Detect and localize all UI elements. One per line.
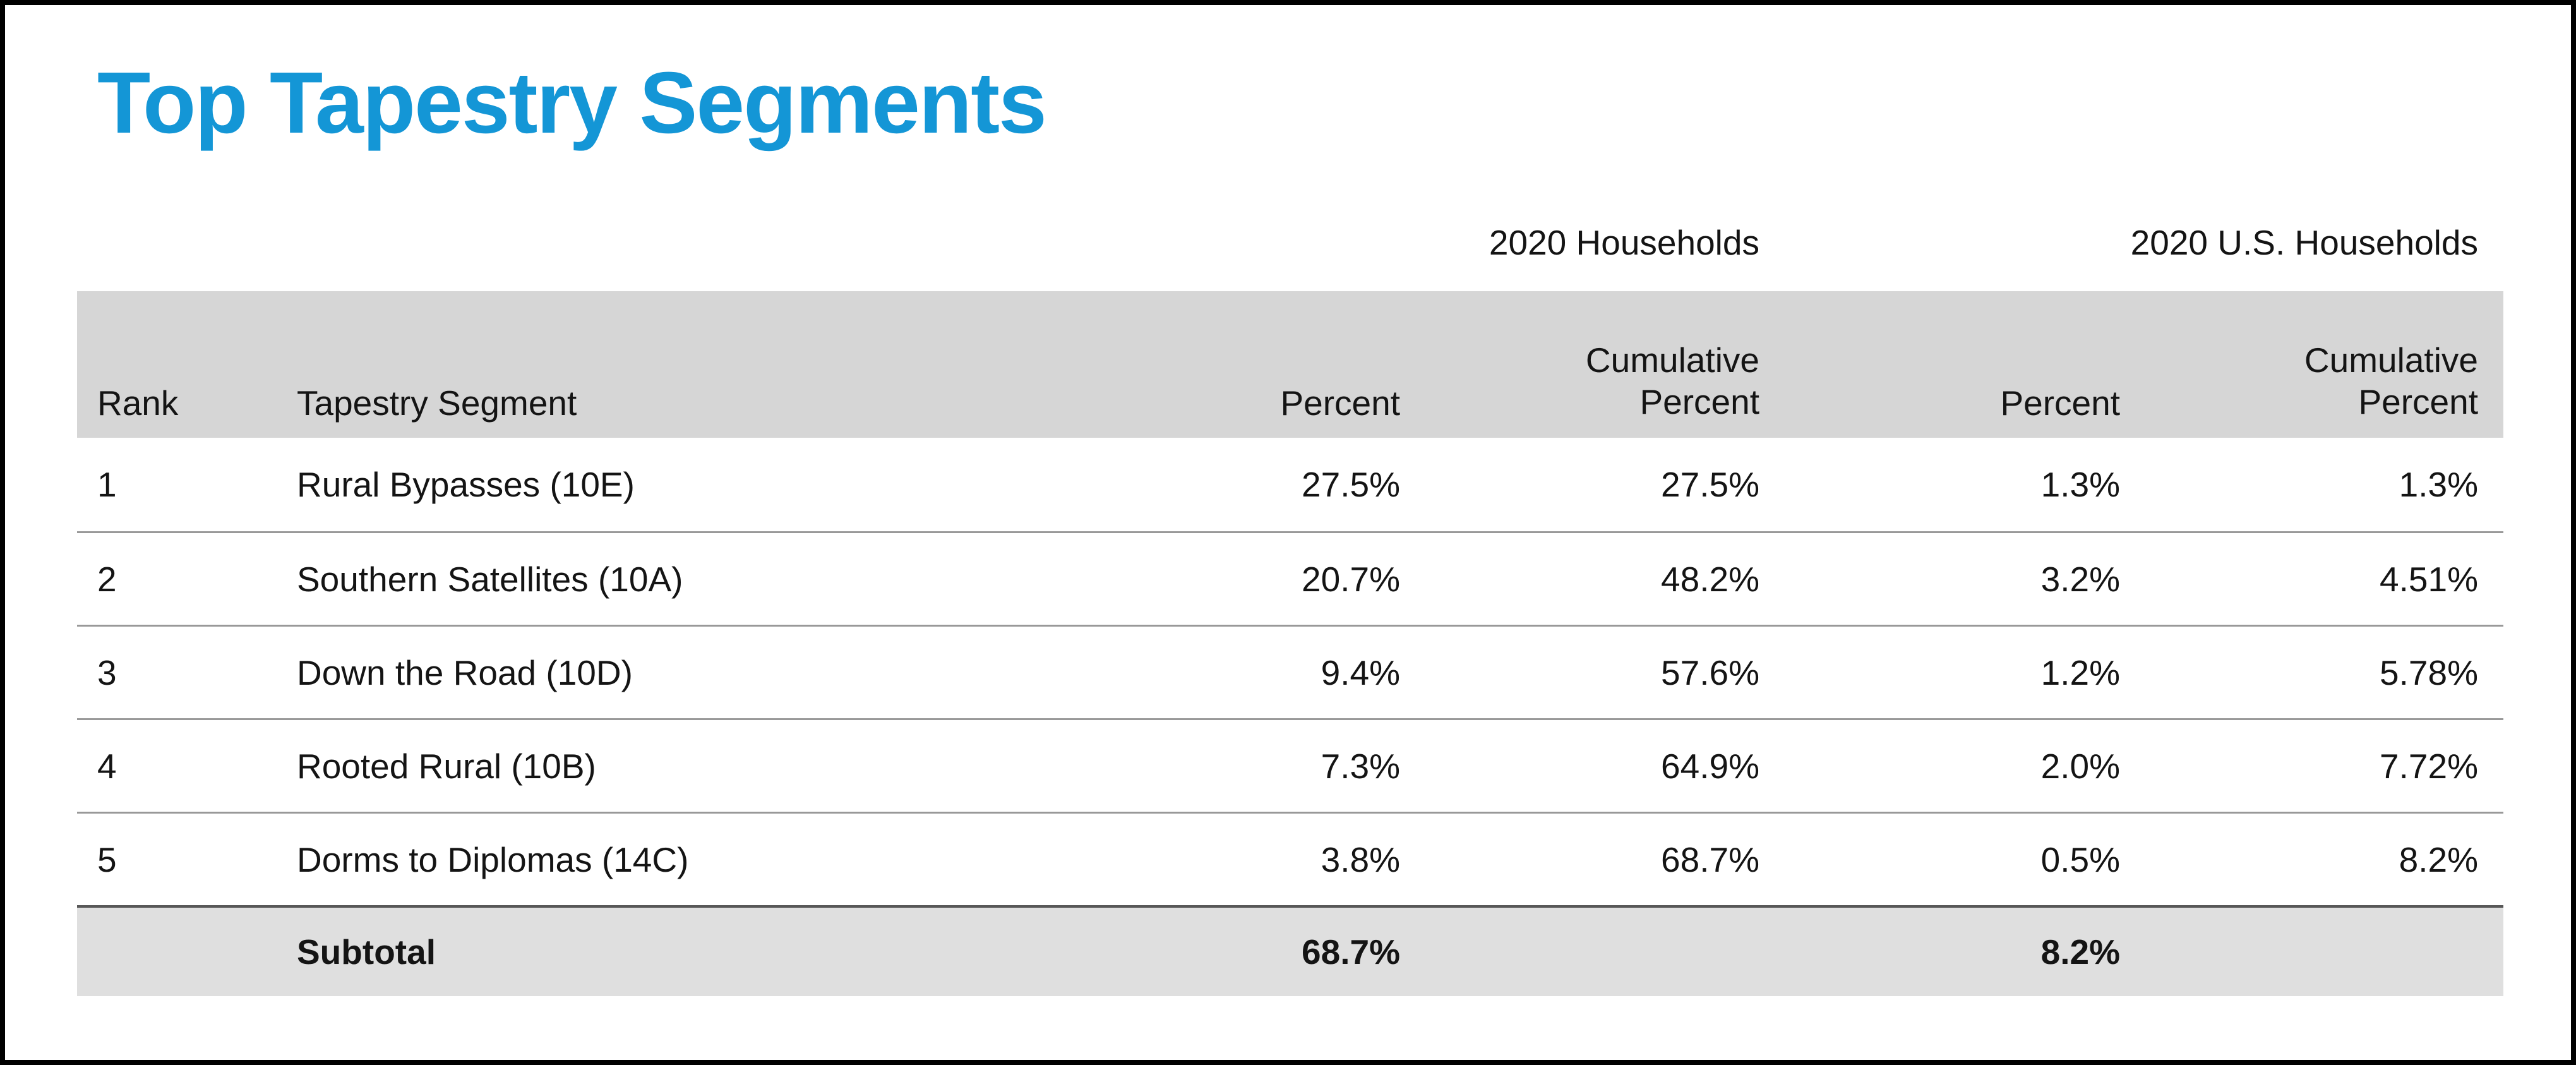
cumulative-label-line2: Percent <box>2358 382 2478 421</box>
value-cell-hh-cumulative: 27.5% <box>1661 465 1759 504</box>
value-cell-hh-percent: 20.7% <box>1302 559 1400 599</box>
cumulative-label-line2: Percent <box>1639 382 1759 421</box>
segment-cell: Rooted Rural (10B) <box>297 746 596 786</box>
rank-cell: 1 <box>97 465 117 504</box>
subtotal-row: Subtotal 68.7% 8.2% <box>77 905 2503 996</box>
page-title: Top Tapestry Segments <box>97 54 1047 152</box>
value-cell-us-percent: 2.0% <box>2040 746 2120 786</box>
value-cell-hh-percent: 7.3% <box>1321 746 1400 786</box>
column-header-row: Rank Tapestry Segment Percent Cumulative… <box>77 291 2503 438</box>
column-header-cumulative-percent-households: Cumulative Percent <box>1425 339 1785 423</box>
subtotal-label: Subtotal <box>297 932 436 972</box>
segment-cell: Southern Satellites (10A) <box>297 559 683 599</box>
value-cell-hh-cumulative: 48.2% <box>1661 559 1759 599</box>
segment-cell: Rural Bypasses (10E) <box>297 465 635 504</box>
table-row: 5 Dorms to Diplomas (14C) 3.8% 68.7% 0.5… <box>77 812 2503 905</box>
data-table: 2020 Households 2020 U.S. Households Ran… <box>77 210 2503 996</box>
value-cell-hh-percent: 27.5% <box>1302 465 1400 504</box>
cumulative-label-line1: Cumulative <box>2304 340 2478 380</box>
value-cell-hh-cumulative: 64.9% <box>1661 746 1759 786</box>
column-header-cumulative-percent-us: Cumulative Percent <box>2145 339 2503 423</box>
value-cell-hh-cumulative: 68.7% <box>1661 839 1759 879</box>
value-cell-hh-cumulative: 57.6% <box>1661 653 1759 692</box>
value-cell-us-cumulative: 1.3% <box>2399 465 2478 504</box>
segment-cell: Dorms to Diplomas (14C) <box>297 839 689 879</box>
table-row: 3 Down the Road (10D) 9.4% 57.6% 1.2% 5.… <box>77 625 2503 718</box>
rank-cell: 2 <box>97 559 117 599</box>
rank-cell: 5 <box>97 839 117 879</box>
cumulative-label-line1: Cumulative <box>1585 340 1759 380</box>
group-header-us-households: 2020 U.S. Households <box>2130 223 2478 262</box>
table-row: 4 Rooted Rural (10B) 7.3% 64.9% 2.0% 7.7… <box>77 718 2503 812</box>
value-cell-us-percent: 1.2% <box>2040 653 2120 692</box>
value-cell-us-percent: 0.5% <box>2040 839 2120 879</box>
group-header-households: 2020 Households <box>1489 223 1759 262</box>
value-cell-hh-percent: 3.8% <box>1321 839 1400 879</box>
value-cell-us-cumulative: 7.72% <box>2380 746 2478 786</box>
table-row: 2 Southern Satellites (10A) 20.7% 48.2% … <box>77 531 2503 625</box>
value-cell-us-percent: 1.3% <box>2040 465 2120 504</box>
value-cell-us-cumulative: 5.78% <box>2380 653 2478 692</box>
table-row: 1 Rural Bypasses (10E) 27.5% 27.5% 1.3% … <box>77 438 2503 531</box>
rank-cell: 4 <box>97 746 117 786</box>
subtotal-value-households: 68.7% <box>1302 932 1400 972</box>
column-header-percent-households: Percent <box>1280 383 1400 423</box>
group-header-row: 2020 Households 2020 U.S. Households <box>77 210 2503 291</box>
subtotal-value-us: 8.2% <box>2040 932 2120 972</box>
value-cell-us-percent: 3.2% <box>2040 559 2120 599</box>
value-cell-hh-percent: 9.4% <box>1321 653 1400 692</box>
column-header-rank: Rank <box>97 383 179 423</box>
segment-cell: Down the Road (10D) <box>297 653 633 692</box>
column-header-tapestry-segment: Tapestry Segment <box>297 383 577 423</box>
value-cell-us-cumulative: 8.2% <box>2399 839 2478 879</box>
column-header-percent-us: Percent <box>2000 383 2120 423</box>
value-cell-us-cumulative: 4.51% <box>2380 559 2478 599</box>
rank-cell: 3 <box>97 653 117 692</box>
